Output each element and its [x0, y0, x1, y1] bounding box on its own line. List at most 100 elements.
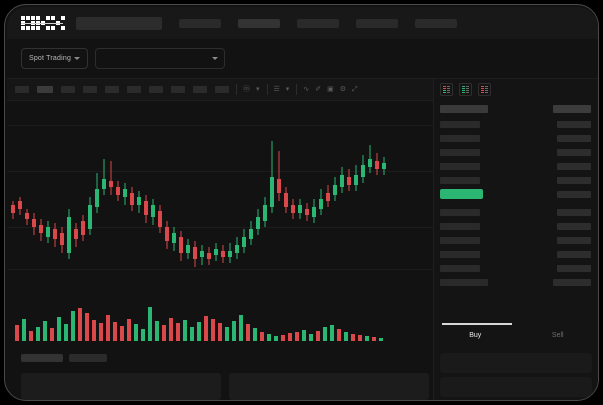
order-amount-field[interactable] — [440, 377, 592, 397]
volume-bar-37 — [274, 336, 278, 341]
camera-icon[interactable]: ▣ — [327, 86, 334, 93]
nav-item-3[interactable] — [356, 18, 398, 28]
candlestick-chart[interactable] — [7, 101, 433, 297]
candle-body — [32, 219, 36, 227]
pencil-icon[interactable]: ✐ — [315, 86, 322, 93]
candle-body — [158, 211, 162, 227]
orderbook-ask-amount-3[interactable] — [557, 149, 591, 156]
orderbook-bid-price-2[interactable] — [440, 237, 480, 244]
chevron-down-icon — [74, 57, 81, 60]
orderbook-ask-amount-5[interactable] — [557, 177, 591, 184]
volume-bar-7 — [64, 324, 68, 341]
candle-body — [137, 197, 141, 205]
candle-51 — [368, 101, 372, 297]
orderbook-ask-amount-2[interactable] — [557, 135, 591, 142]
candle-5 — [46, 101, 50, 297]
volume-bar-26 — [197, 322, 201, 341]
volume-bar-17 — [134, 324, 138, 341]
trading-pair-dropdown[interactable] — [95, 48, 225, 69]
fullscreen-icon[interactable]: ⤢ — [351, 86, 358, 93]
candle-26 — [193, 101, 197, 297]
timeframe-button-6[interactable] — [149, 86, 163, 93]
orderbook-ask-price-5[interactable] — [440, 177, 480, 184]
candle-33 — [242, 101, 246, 297]
tab-sell[interactable]: Sell — [551, 332, 564, 339]
indicators-icon[interactable]: ⓜ — [243, 86, 250, 93]
timeframe-button-5[interactable] — [127, 86, 141, 93]
orderbook-ask-price-0[interactable] — [440, 105, 488, 113]
orderbook-ask-price-4[interactable] — [440, 163, 480, 170]
bottom-tab-1[interactable] — [69, 354, 107, 362]
chart-gridline-1 — [7, 171, 433, 172]
order-price-field[interactable] — [440, 353, 592, 373]
nav-item-4[interactable] — [415, 18, 457, 28]
orderbook-ask-amount-1[interactable] — [557, 121, 591, 128]
volume-bar-19 — [148, 307, 152, 341]
candle-body — [165, 227, 169, 241]
timeframe-button-9[interactable] — [215, 86, 229, 93]
orderbook-ask-price-3[interactable] — [440, 149, 480, 156]
volume-bar-3 — [36, 327, 40, 341]
candle-13 — [102, 101, 106, 297]
orderbook-ask-price-1[interactable] — [440, 121, 480, 128]
candle-21 — [158, 101, 162, 297]
search-input[interactable] — [76, 16, 162, 30]
chevron-down-icon[interactable]: ▾ — [256, 86, 260, 93]
orderbook-bid-amount-3[interactable] — [557, 251, 591, 258]
candle-22 — [165, 101, 169, 297]
candle-43 — [312, 101, 316, 297]
bottom-tab-0[interactable] — [21, 354, 63, 362]
timeframe-button-0[interactable] — [15, 86, 29, 93]
timeframe-button-7[interactable] — [171, 86, 185, 93]
orderbook-bid-amount-5[interactable] — [553, 279, 591, 286]
drawing-line-icon[interactable]: ∿ — [303, 86, 310, 93]
orderbook-view-asks-icon[interactable] — [478, 83, 491, 96]
nav-item-1[interactable] — [238, 18, 280, 28]
open-orders-panel[interactable] — [21, 373, 221, 400]
orderbook-ask-amount-0[interactable] — [553, 105, 591, 113]
nav-item-0[interactable] — [179, 18, 221, 28]
orderbook-ask-amount-6[interactable] — [557, 191, 591, 198]
settings-icon[interactable]: ⚙ — [339, 86, 346, 93]
volume-bar-36 — [267, 334, 271, 341]
volume-bar-50 — [365, 336, 369, 341]
tab-buy[interactable]: Buy — [469, 332, 482, 339]
orderbook-bid-amount-1[interactable] — [557, 223, 591, 230]
orderbook-bid-price-3[interactable] — [440, 251, 480, 258]
candle-body — [60, 233, 64, 245]
candle-body — [382, 163, 386, 169]
orderbook-bid-amount-4[interactable] — [557, 265, 591, 272]
candle-body — [130, 193, 134, 205]
orderbook-bid-price-0[interactable] — [440, 209, 480, 216]
bar-group — [465, 86, 469, 93]
market-type-dropdown[interactable]: Spot Trading — [21, 48, 88, 69]
orderbook-bid-price-5[interactable] — [440, 279, 488, 286]
timeframe-button-3[interactable] — [83, 86, 97, 93]
positions-panel[interactable] — [229, 373, 429, 400]
orderbook-bid-amount-2[interactable] — [557, 237, 591, 244]
bottom-tab-active-indicator — [21, 23, 63, 24]
orderbook-bid-price-1[interactable] — [440, 223, 480, 230]
order-book[interactable] — [434, 101, 598, 286]
orderbook-ask-price-2[interactable] — [440, 135, 480, 142]
orderbook-ask-amount-4[interactable] — [557, 163, 591, 170]
orderbook-bid-amount-0[interactable] — [557, 209, 591, 216]
orderbook-bid-price-4[interactable] — [440, 265, 480, 272]
candle-28 — [207, 101, 211, 297]
volume-chart — [7, 297, 433, 345]
chart-gridline-2 — [7, 227, 433, 228]
chevron-down-icon[interactable]: ▾ — [285, 86, 290, 93]
nav-item-2[interactable] — [297, 18, 339, 28]
bottom-panels — [7, 373, 433, 400]
orderbook-view-bids-icon[interactable] — [459, 83, 472, 96]
orderbook-view-both-icon[interactable] — [440, 83, 453, 96]
chart-type-icon[interactable]: ☰ — [273, 86, 280, 93]
candle-48 — [347, 101, 351, 297]
volume-bar-25 — [190, 327, 194, 341]
timeframe-button-1[interactable] — [37, 86, 53, 93]
candle-body — [221, 251, 225, 257]
timeframe-button-4[interactable] — [105, 86, 119, 93]
timeframe-button-2[interactable] — [61, 86, 75, 93]
timeframe-button-8[interactable] — [193, 86, 207, 93]
market-subheader: Spot Trading — [7, 39, 598, 103]
